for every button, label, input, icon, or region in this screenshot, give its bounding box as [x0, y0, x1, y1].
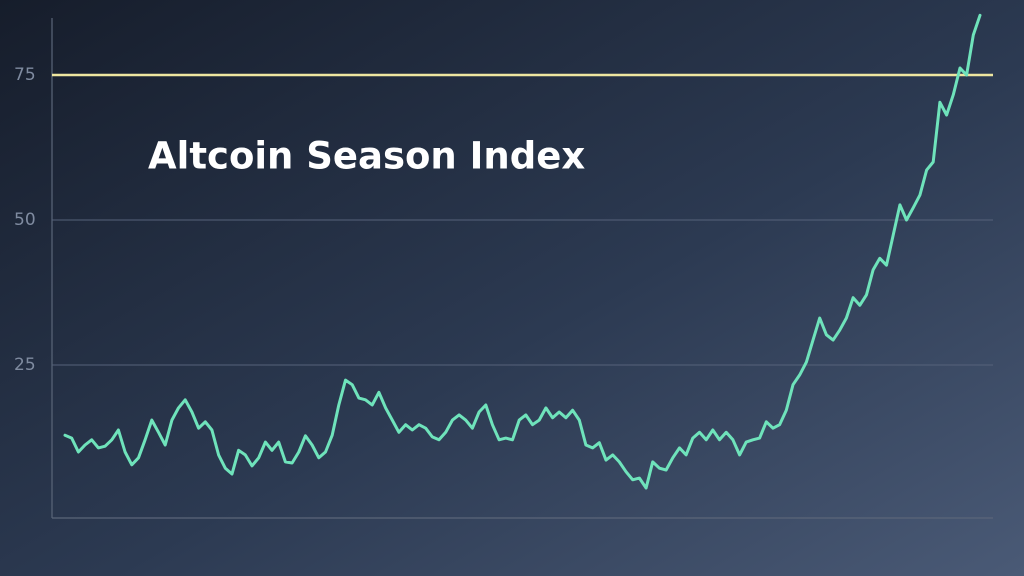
y-tick-label: 25 — [14, 355, 36, 375]
y-tick-label: 50 — [14, 210, 36, 230]
y-tick-label: 75 — [14, 65, 36, 85]
data-line — [63, 13, 982, 490]
chart-title: Altcoin Season Index — [148, 135, 585, 178]
